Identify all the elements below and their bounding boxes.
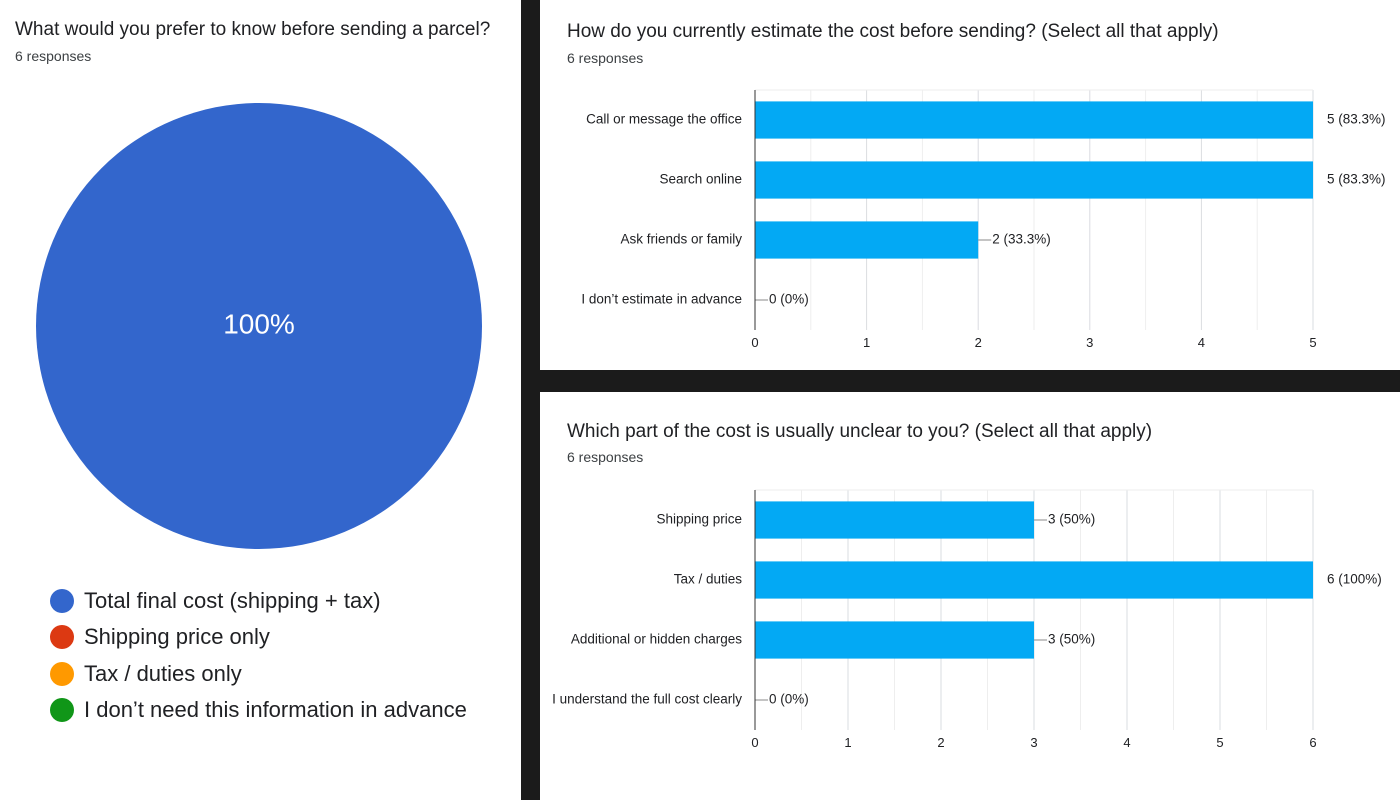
estimate-method-tick-label: 5 [1309, 335, 1316, 350]
unclear-cost-tick-label: 3 [1030, 735, 1037, 750]
legend-swatch-tax-duties-only [50, 661, 74, 686]
legend-label: Total final cost (shipping + tax) [84, 588, 381, 614]
unclear-cost-category-label: Tax / duties [674, 572, 743, 587]
unclear-cost-value-label: 0 (0%) [769, 692, 809, 707]
estimate-method-value-label: 2 (33.3%) [992, 232, 1051, 247]
estimate-method-category-label: Search online [659, 172, 742, 187]
unclear-cost-category-label: I understand the full cost clearly [552, 692, 742, 707]
unclear-cost-tick-label: 2 [937, 735, 944, 750]
legend-label: I don’t need this information in advance [84, 697, 467, 723]
legend-label: Tax / duties only [84, 660, 242, 686]
estimate-method-chart-panel: How do you currently estimate the cost b… [540, 0, 1400, 370]
estimate-method-category-label: Call or message the office [586, 112, 742, 127]
unclear-cost-response-count: 6 responses [567, 449, 644, 465]
legend-item-no-info-needed[interactable]: I don’t need this information in advance [50, 692, 467, 728]
unclear-cost-tick-label: 6 [1309, 735, 1316, 750]
unclear-cost-tick-label: 5 [1216, 735, 1223, 750]
legend-item-tax-duties-only[interactable]: Tax / duties only [50, 656, 467, 692]
estimate-method-tick-label: 4 [1198, 335, 1205, 350]
unclear-cost-value-label: 3 (50%) [1048, 632, 1095, 647]
pie-legend: Total final cost (shipping + tax) Shippi… [50, 583, 467, 728]
legend-swatch-no-info-needed [50, 698, 74, 723]
legend-label: Shipping price only [84, 624, 270, 650]
legend-swatch-total-final-cost [50, 589, 74, 614]
estimate-method-bar-chart: Call or message the office 5 (83.3%) Searc… [581, 89, 1386, 350]
estimate-method-bar-search-online [755, 161, 1313, 199]
pie-chart-panel: What would you prefer to know before sen… [0, 0, 521, 800]
pie-chart-response-count: 6 responses [15, 48, 92, 64]
estimate-method-value-label: 5 (83.3%) [1327, 172, 1386, 187]
pie-chart-title: What would you prefer to know before sen… [15, 19, 491, 40]
estimate-method-tick-label: 2 [975, 335, 982, 350]
unclear-cost-bar-additional-or-hidden-charges [755, 621, 1034, 659]
unclear-cost-chart-panel: Which part of the cost is usually unclea… [540, 392, 1400, 800]
estimate-method-category-label: Ask friends or family [620, 232, 742, 247]
estimate-method-tick-label: 0 [751, 335, 758, 350]
unclear-cost-chart-title: Which part of the cost is usually unclea… [567, 421, 1153, 442]
unclear-cost-bar-chart: Shipping price 3 (50%) Tax / duties 6 (100%… [552, 489, 1382, 750]
unclear-cost-tick-label: 4 [1123, 735, 1130, 750]
estimate-method-category-label: I don’t estimate in advance [581, 292, 742, 307]
unclear-cost-bar-tax-duties [755, 561, 1313, 599]
unclear-cost-tick-label: 1 [844, 735, 851, 750]
legend-swatch-shipping-price-only [50, 625, 74, 650]
pie-chart: 100% [36, 103, 482, 549]
estimate-method-chart-title: How do you currently estimate the cost b… [567, 21, 1219, 42]
pie-center-label: 100% [223, 308, 295, 339]
unclear-cost-tick-label: 0 [751, 735, 758, 750]
estimate-method-value-label: 0 (0%) [769, 292, 809, 307]
estimate-method-response-count: 6 responses [567, 50, 644, 66]
estimate-method-bar-ask-friends-or-family [755, 221, 979, 259]
unclear-cost-category-label: Shipping price [656, 512, 742, 527]
estimate-method-tick-label: 3 [1086, 335, 1093, 350]
unclear-cost-value-label: 3 (50%) [1048, 512, 1095, 527]
unclear-cost-bar-shipping-price [755, 501, 1034, 539]
estimate-method-tick-label: 1 [863, 335, 870, 350]
legend-item-total-final-cost[interactable]: Total final cost (shipping + tax) [50, 583, 467, 619]
estimate-method-bar-call-or-message-the-office [755, 101, 1313, 139]
legend-item-shipping-price-only[interactable]: Shipping price only [50, 619, 467, 655]
estimate-method-value-label: 5 (83.3%) [1327, 112, 1386, 127]
unclear-cost-value-label: 6 (100%) [1327, 572, 1382, 587]
unclear-cost-category-label: Additional or hidden charges [571, 632, 742, 647]
pie-slice-total-final-cost-shipping-tax [36, 103, 482, 549]
